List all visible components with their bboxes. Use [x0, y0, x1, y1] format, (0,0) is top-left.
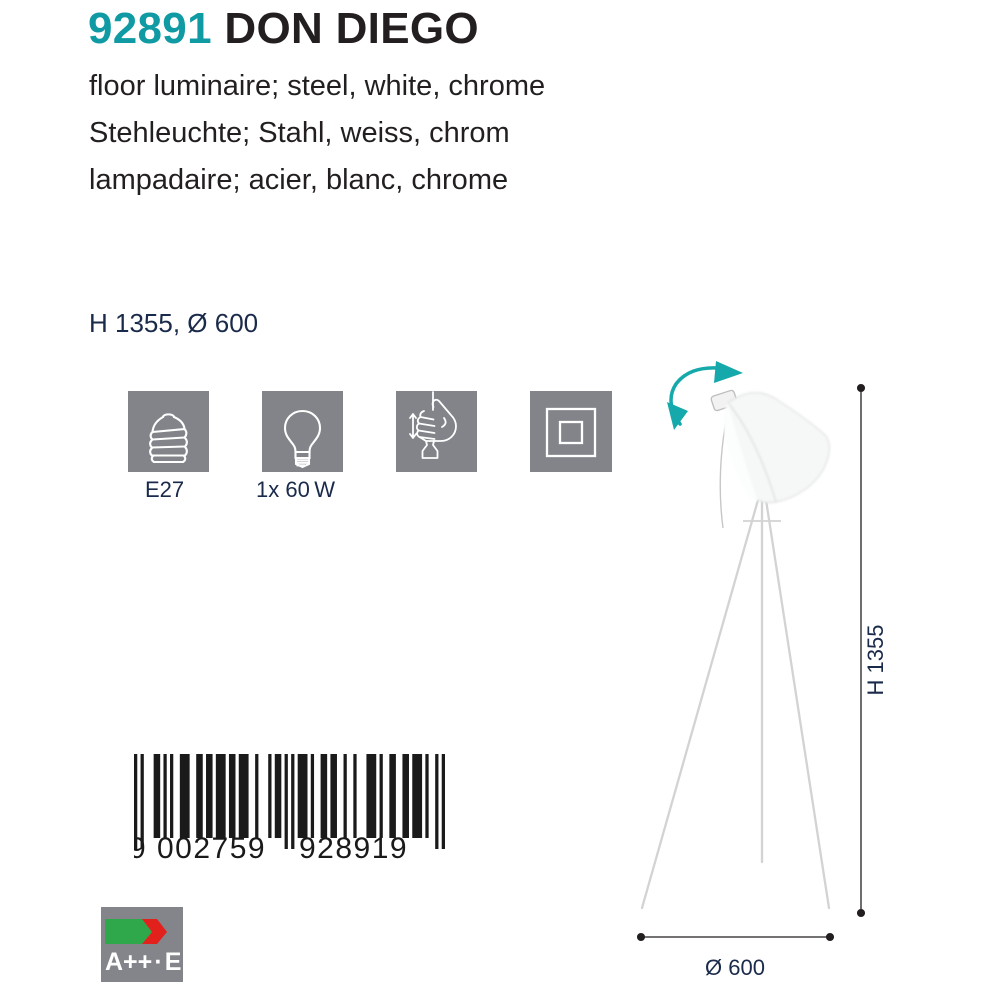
svg-text:928919: 928919 — [299, 832, 408, 862]
svg-text:A++ · E: A++ · E — [105, 948, 181, 976]
svg-text:002759: 002759 — [157, 832, 266, 862]
svg-text:H 1355: H 1355 — [863, 625, 888, 696]
svg-text:9: 9 — [134, 832, 146, 862]
svg-text:Ø 600: Ø 600 — [705, 955, 765, 980]
